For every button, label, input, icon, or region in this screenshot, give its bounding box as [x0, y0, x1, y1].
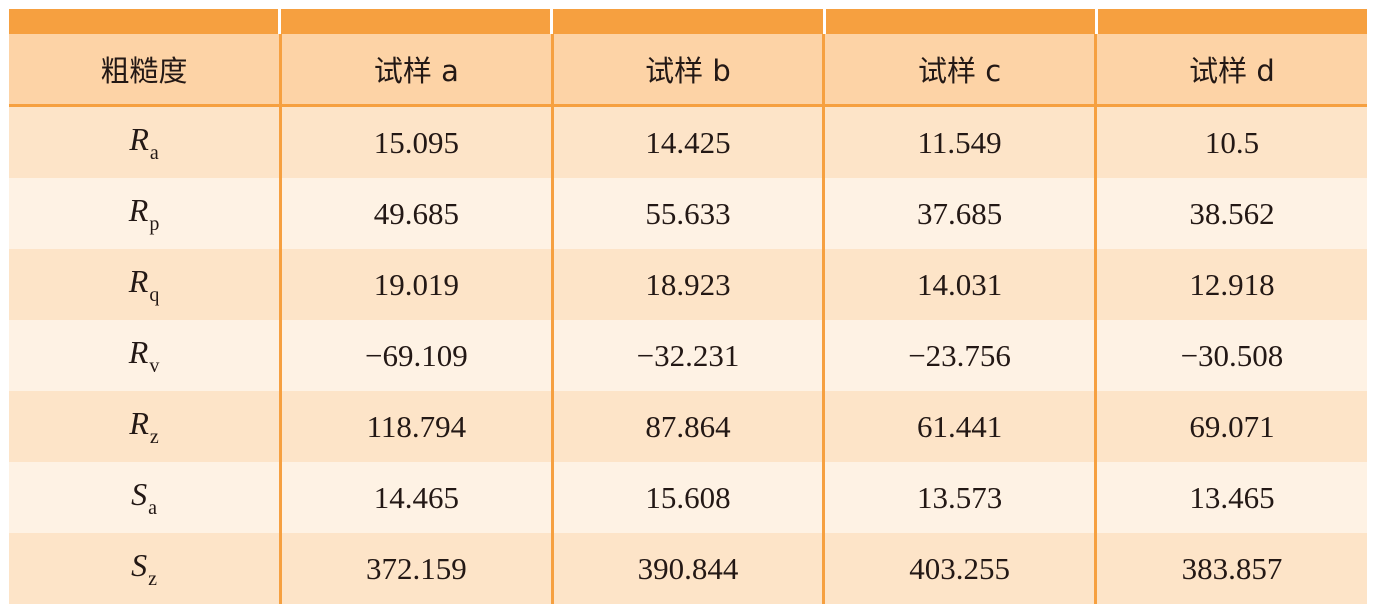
parameter-symbol: R — [128, 333, 149, 370]
value-cell: 390.844 — [550, 533, 824, 604]
table-row: Ra 15.095 14.425 11.549 10.5 — [9, 105, 1367, 178]
value-cell: 383.857 — [1093, 533, 1367, 604]
value-cell: 14.031 — [822, 249, 1096, 320]
parameter-subscript: z — [149, 425, 159, 448]
parameter-symbol: R — [129, 120, 149, 157]
roughness-table-container: 粗糙度 试样 a 试样 b 试样 c 试样 d Ra 15.095 14.425… — [9, 9, 1368, 604]
table-row: Rp 49.685 55.633 37.685 38.562 — [9, 178, 1367, 249]
value-cell: −30.508 — [1093, 320, 1367, 391]
value-cell: 18.923 — [550, 249, 824, 320]
parameter-subscript: p — [149, 212, 160, 235]
top-bar-segment — [1094, 9, 1368, 34]
parameter-symbol: R — [128, 262, 149, 299]
parameter-symbol: R — [129, 404, 149, 441]
table-row: Sa 14.465 15.608 13.573 13.465 — [9, 462, 1367, 533]
value-cell: 14.425 — [550, 105, 824, 178]
table-row: Rv −69.109 −32.231 −23.756 −30.508 — [9, 320, 1367, 391]
parameter-subscript: q — [149, 283, 160, 306]
parameter-subscript: a — [149, 141, 159, 164]
value-cell: 49.685 — [279, 178, 553, 249]
parameter-symbol: S — [131, 475, 148, 512]
table-row: Rq 19.019 18.923 14.031 12.918 — [9, 249, 1367, 320]
value-cell: 14.465 — [279, 462, 553, 533]
table-row: Sz 372.159 390.844 403.255 383.857 — [9, 533, 1367, 604]
value-cell: 19.019 — [279, 249, 553, 320]
value-cell: 13.465 — [1093, 462, 1367, 533]
roughness-parameter: Rz — [9, 391, 281, 462]
parameter-subscript: z — [148, 567, 157, 590]
value-cell: −23.756 — [822, 320, 1096, 391]
parameter-subscript: v — [149, 354, 160, 377]
table-header-row: 粗糙度 试样 a 试样 b 试样 c 试样 d — [9, 34, 1367, 107]
value-cell: 118.794 — [279, 391, 553, 462]
roughness-parameter: Rp — [9, 178, 281, 249]
value-cell: 403.255 — [822, 533, 1096, 604]
roughness-parameter: Sz — [9, 533, 281, 604]
value-cell: 38.562 — [1093, 178, 1367, 249]
top-bar-segment — [550, 9, 823, 34]
value-cell: 10.5 — [1093, 105, 1367, 178]
value-cell: −69.109 — [279, 320, 553, 391]
roughness-parameter: Sa — [9, 462, 281, 533]
value-cell: 37.685 — [822, 178, 1096, 249]
roughness-table: 粗糙度 试样 a 试样 b 试样 c 试样 d Ra 15.095 14.425… — [9, 34, 1367, 604]
header-sample-b: 试样 b — [550, 34, 824, 107]
value-cell: 55.633 — [550, 178, 824, 249]
value-cell: 12.918 — [1093, 249, 1367, 320]
value-cell: 61.441 — [822, 391, 1096, 462]
value-cell: 15.095 — [279, 105, 553, 178]
header-sample-a: 试样 a — [279, 34, 553, 107]
roughness-parameter: Rv — [9, 320, 281, 391]
top-bar-segment — [822, 9, 1095, 34]
header-sample-c: 试样 c — [822, 34, 1096, 107]
value-cell: −32.231 — [550, 320, 824, 391]
table-top-bar — [9, 9, 1368, 34]
header-sample-d: 试样 d — [1093, 34, 1367, 107]
value-cell: 87.864 — [550, 391, 824, 462]
value-cell: 13.573 — [822, 462, 1096, 533]
top-bar-segment — [9, 9, 279, 34]
header-roughness: 粗糙度 — [9, 34, 281, 107]
parameter-symbol: R — [128, 191, 149, 228]
parameter-symbol: S — [131, 546, 148, 583]
table-row: Rz 118.794 87.864 61.441 69.071 — [9, 391, 1367, 462]
parameter-subscript: a — [148, 496, 157, 519]
top-bar-segment — [278, 9, 551, 34]
value-cell: 69.071 — [1093, 391, 1367, 462]
roughness-parameter: Rq — [9, 249, 281, 320]
roughness-parameter: Ra — [9, 105, 281, 178]
value-cell: 372.159 — [279, 533, 553, 604]
value-cell: 15.608 — [550, 462, 824, 533]
value-cell: 11.549 — [822, 105, 1096, 178]
